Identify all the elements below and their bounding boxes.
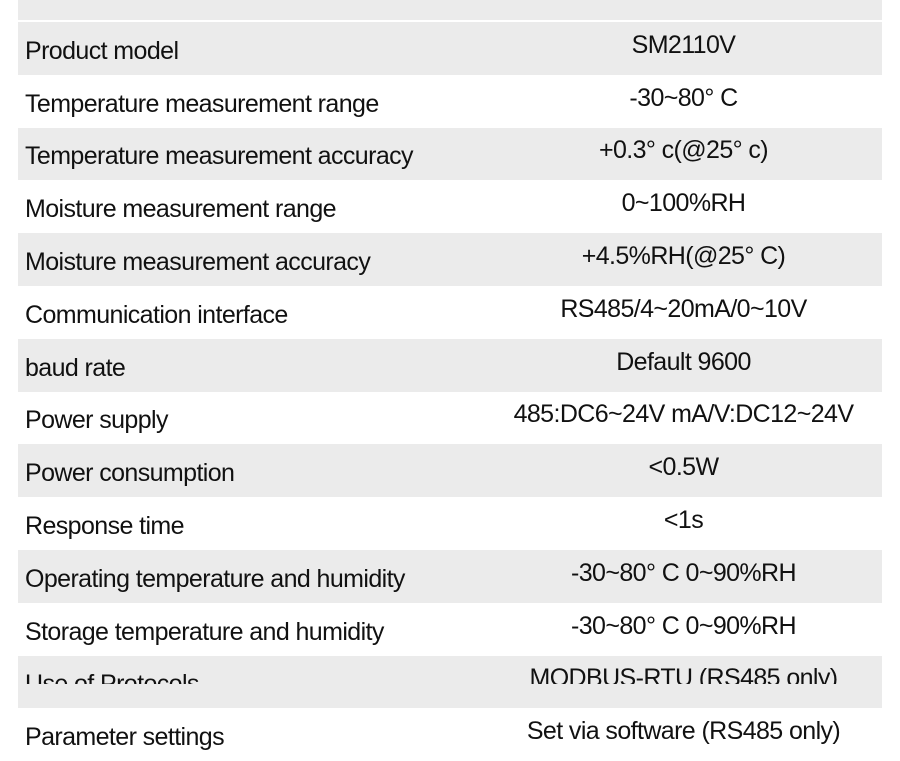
- spec-row: Moisture measurement accuracy +4.5%RH(@25…: [18, 233, 882, 286]
- spec-label: Response time: [25, 512, 185, 541]
- spec-row: baud rate Default 9600: [18, 338, 882, 392]
- spec-value: Default 9600: [485, 338, 882, 392]
- spec-value: 0~100%RH: [621, 189, 746, 218]
- spec-label: Power supply: [25, 406, 168, 435]
- spec-row: Response time <1s: [18, 497, 882, 550]
- bottom-band: [18, 684, 882, 699]
- spec-row: Storage temperature and humidity -30~80° …: [18, 603, 882, 656]
- spec-value: <0.5W: [485, 444, 882, 498]
- spec-value: 485:DC6~24V mA/V:DC12~24V: [513, 400, 854, 429]
- spec-label: Storage temperature and humidity: [25, 617, 384, 646]
- spec-row: Parameter settings Set via software (RS48…: [18, 708, 882, 761]
- spec-table: Product model SM2110V Temperature measurem…: [18, 22, 882, 761]
- spec-row: Use of ProtocolsMODBUS-RTU (RS485 only): [18, 655, 882, 709]
- spec-value: SM2110V: [485, 22, 882, 75]
- spec-label: Parameter settings: [25, 723, 225, 752]
- spec-row: Temperature measurement range -30~80° C: [18, 75, 882, 128]
- page: Product model SM2110V Temperature measurem…: [18, 0, 882, 752]
- spec-row: Power supply 485:DC6~24V mA/V:DC12~24V: [18, 392, 882, 445]
- spec-label: Temperature measurement range: [25, 89, 379, 118]
- spec-label: Power consumption: [18, 444, 485, 498]
- spec-value: -30~80° C: [629, 83, 738, 112]
- spec-row: Communication interface RS485/4~20mA/0~10…: [18, 286, 882, 339]
- spec-value: +4.5%RH(@25° C): [485, 233, 882, 286]
- spec-label: Moisture measurement accuracy: [18, 233, 485, 286]
- spec-value: -30~80° C 0~90%RH: [485, 549, 882, 603]
- spec-row: Temperature measurement accuracy +0.3° c(…: [18, 127, 882, 181]
- top-band: [18, 0, 882, 20]
- spec-label: Use of Protocols: [18, 655, 485, 709]
- spec-label: Product model: [18, 22, 485, 75]
- spec-label: Communication interface: [25, 300, 288, 329]
- spec-value: <1s: [663, 506, 704, 535]
- spec-value: Set via software (RS485 only): [526, 717, 841, 746]
- spec-row: Power consumption <0.5W: [18, 444, 882, 498]
- spec-label: Temperature measurement accuracy: [18, 127, 485, 181]
- spec-row: Operating temperature and humidity -30~80…: [18, 549, 882, 603]
- spec-label: Operating temperature and humidity: [18, 549, 485, 603]
- spec-value: -30~80° C 0~90%RH: [571, 611, 797, 640]
- spec-value: MODBUS-RTU (RS485 only): [485, 655, 882, 709]
- spec-row: Moisture measurement range 0~100%RH: [18, 180, 882, 233]
- spec-label: baud rate: [18, 338, 485, 392]
- spec-row: Product model SM2110V: [18, 22, 882, 75]
- spec-value: RS485/4~20mA/0~10V: [560, 294, 807, 323]
- spec-label: Moisture measurement range: [25, 195, 337, 224]
- spec-value: +0.3° c(@25° c): [485, 127, 882, 181]
